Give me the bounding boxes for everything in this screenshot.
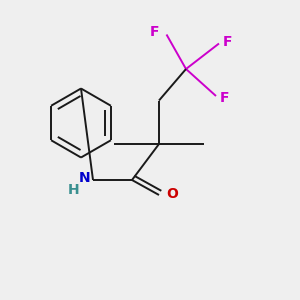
- Text: F: F: [220, 91, 229, 104]
- Text: F: F: [223, 35, 232, 49]
- Text: N: N: [79, 172, 91, 185]
- Text: F: F: [149, 25, 159, 39]
- Text: H: H: [68, 184, 80, 197]
- Text: O: O: [167, 187, 178, 200]
